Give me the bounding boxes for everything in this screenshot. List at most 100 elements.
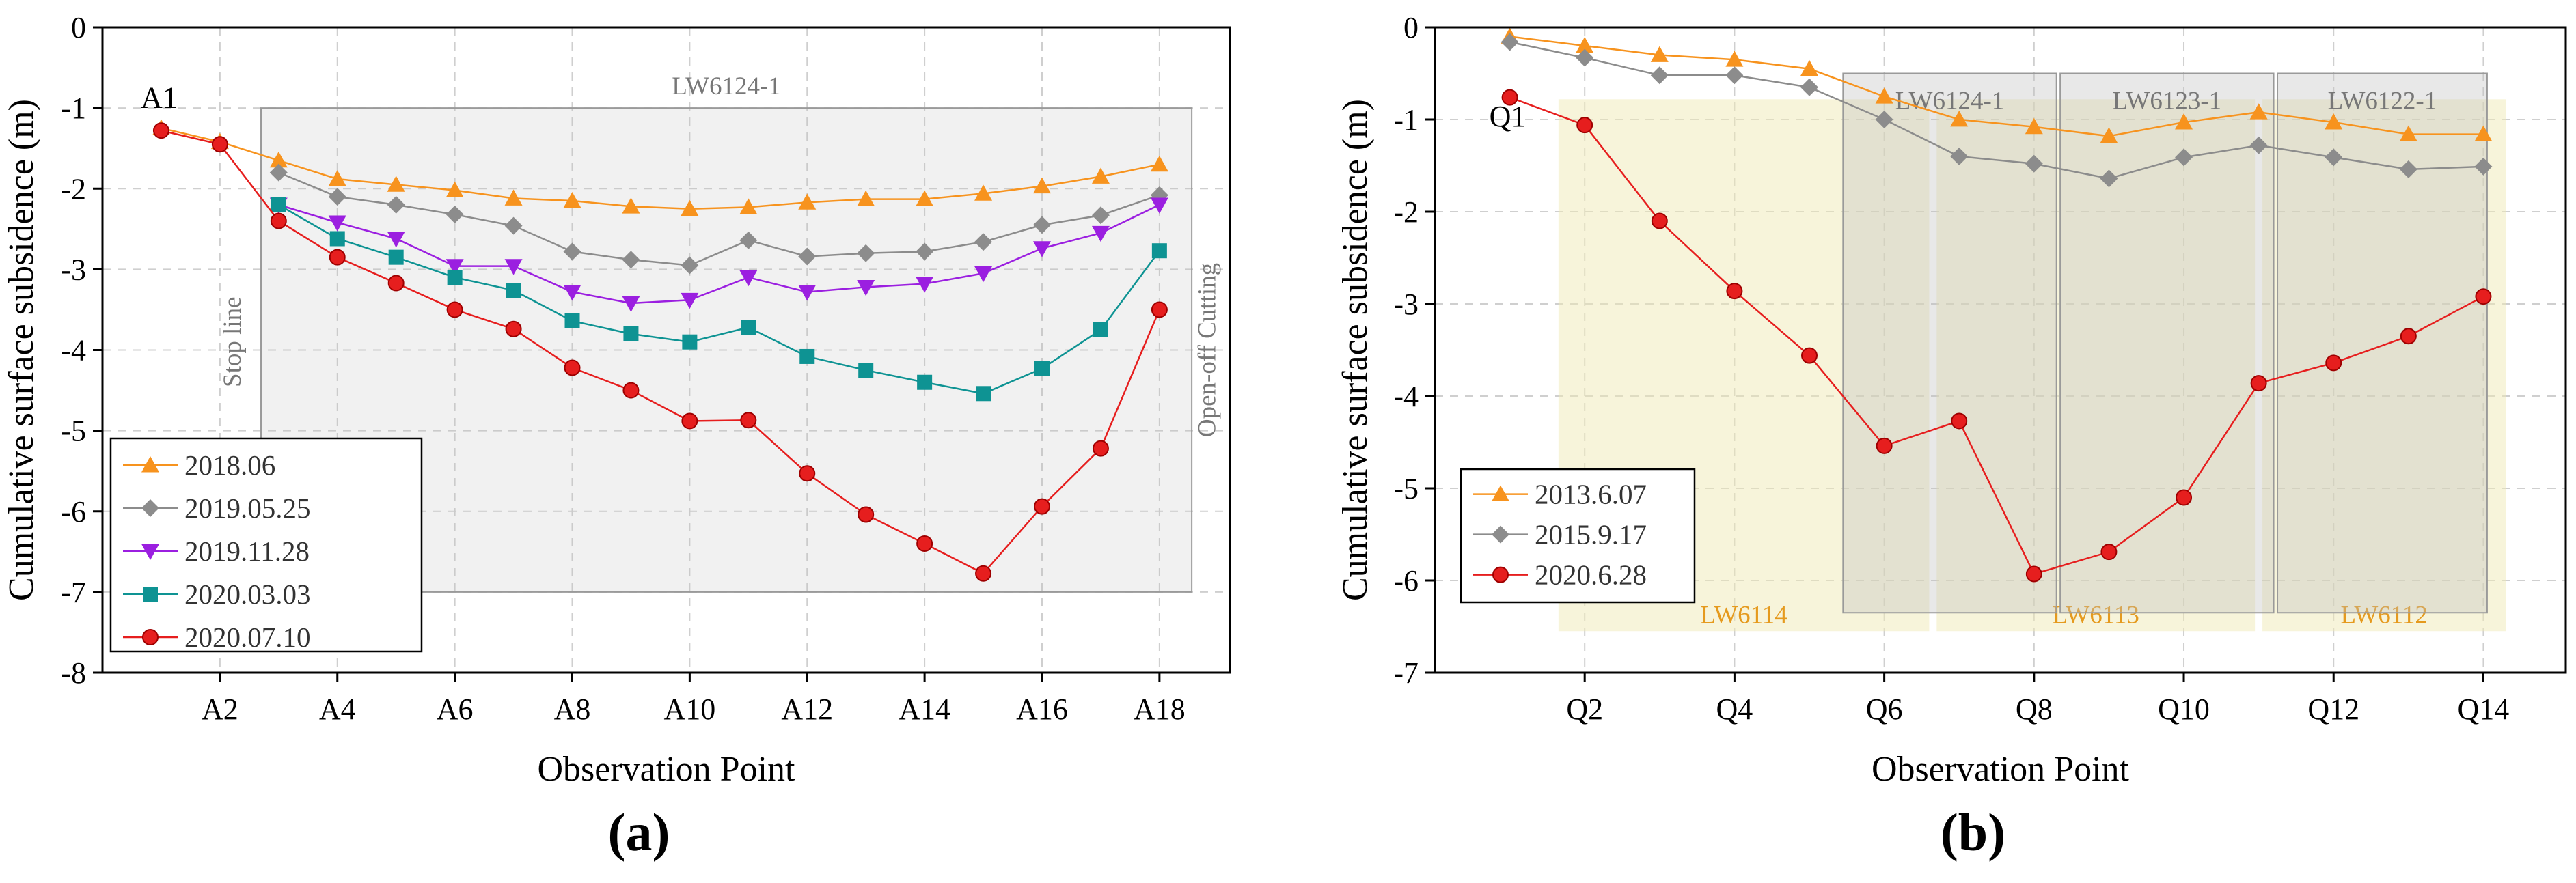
data-point bbox=[1650, 46, 1669, 62]
data-point bbox=[739, 198, 758, 214]
legend-label: 2020.07.10 bbox=[184, 621, 311, 653]
data-point bbox=[1151, 243, 1167, 259]
series-2019.05.25 bbox=[269, 163, 1168, 275]
data-point bbox=[1725, 51, 1744, 67]
panel-label: (b) bbox=[1941, 802, 2005, 862]
legend-label: 2015.9.17 bbox=[1535, 519, 1647, 550]
data-point bbox=[974, 266, 993, 283]
data-point bbox=[504, 216, 523, 235]
x-tick-label: A2 bbox=[202, 692, 238, 726]
data-point bbox=[1501, 33, 1519, 51]
x-tick-label: A14 bbox=[899, 692, 950, 726]
data-point bbox=[329, 231, 345, 247]
y-tick-label: 0 bbox=[1403, 11, 1419, 44]
data-point bbox=[1150, 155, 1168, 172]
series-2018.06 bbox=[152, 119, 1168, 216]
data-point bbox=[1091, 167, 1110, 184]
data-point bbox=[916, 190, 934, 207]
series-line bbox=[1509, 36, 2484, 137]
legend-marker bbox=[141, 544, 159, 561]
data-point bbox=[270, 212, 287, 229]
y-axis-label: Cumulative surface subsidence (m) bbox=[2, 99, 41, 601]
legend-label: 2019.11.28 bbox=[184, 535, 310, 567]
data-point bbox=[2400, 328, 2417, 345]
region-label: LW6114 bbox=[1700, 601, 1787, 629]
data-point bbox=[328, 188, 346, 206]
data-point bbox=[798, 193, 817, 210]
data-point bbox=[388, 249, 404, 265]
legend-marker bbox=[1492, 566, 1509, 583]
y-tick-label: -7 bbox=[1393, 656, 1419, 690]
legend-box bbox=[109, 437, 423, 653]
data-point bbox=[858, 506, 875, 523]
data-point bbox=[1725, 66, 1744, 85]
data-point bbox=[387, 195, 405, 214]
legend-marker bbox=[1492, 485, 1509, 501]
data-point bbox=[2175, 148, 2193, 167]
series-2015.9.17 bbox=[1501, 33, 2493, 188]
data-point bbox=[1800, 78, 1819, 96]
x-tick-label: A16 bbox=[1016, 692, 1068, 726]
data-point bbox=[975, 565, 992, 582]
data-point bbox=[328, 170, 346, 186]
x-tick-label: A10 bbox=[663, 692, 715, 726]
x-axis-label: Observation Point bbox=[538, 750, 796, 789]
region-label: LW6113 bbox=[2053, 601, 2139, 629]
data-point bbox=[2100, 169, 2118, 188]
data-point bbox=[799, 348, 815, 364]
x-tick-label: Q4 bbox=[1716, 692, 1753, 726]
data-point bbox=[2175, 113, 2193, 130]
boundary-annotation: Open-off Cutting bbox=[1194, 263, 1222, 437]
boundary-annotation: Stop line bbox=[219, 296, 247, 387]
data-point bbox=[2474, 157, 2493, 176]
data-point bbox=[741, 320, 756, 335]
data-point bbox=[1950, 111, 1969, 127]
data-point bbox=[563, 242, 581, 261]
legend: 2018.06 2019.05.25 2019.11.28 2020.03.03 202… bbox=[109, 437, 423, 653]
data-point bbox=[504, 189, 523, 206]
x-tick-label: A18 bbox=[1134, 692, 1186, 726]
data-point bbox=[1150, 197, 1168, 214]
y-tick-label: -4 bbox=[61, 334, 86, 367]
data-point bbox=[2176, 489, 2193, 506]
mining-panel-region bbox=[1936, 99, 2256, 632]
legend-label: 2019.05.25 bbox=[184, 492, 311, 524]
series-line bbox=[161, 129, 1161, 575]
plot-frame bbox=[1434, 26, 2567, 674]
data-point bbox=[858, 363, 874, 378]
y-tick-label: -8 bbox=[61, 656, 86, 690]
data-point bbox=[1576, 37, 1594, 53]
data-point bbox=[622, 197, 640, 214]
data-point bbox=[857, 244, 875, 262]
x-tick-label: Q10 bbox=[2158, 692, 2210, 726]
data-point bbox=[857, 190, 875, 207]
data-point bbox=[622, 296, 640, 312]
data-point bbox=[1033, 241, 1051, 257]
series-line bbox=[278, 204, 1160, 395]
mining-panel-region bbox=[2059, 72, 2275, 614]
panel-label: (a) bbox=[608, 802, 670, 862]
data-point bbox=[328, 215, 346, 232]
legend-marker bbox=[142, 629, 159, 646]
legend-marker bbox=[141, 456, 159, 473]
data-point bbox=[1801, 347, 1818, 364]
data-point bbox=[798, 285, 817, 301]
mining-panel-region bbox=[2262, 99, 2506, 632]
series-2020.6.28 bbox=[1501, 89, 2492, 583]
data-point bbox=[916, 242, 934, 261]
data-point bbox=[1650, 66, 1669, 85]
data-point bbox=[2325, 113, 2343, 130]
data-point bbox=[1576, 117, 1593, 134]
x-tick-label: Q14 bbox=[2458, 692, 2510, 726]
data-point bbox=[1091, 225, 1110, 242]
series-line bbox=[1509, 96, 2484, 576]
x-tick-label: Q2 bbox=[1566, 692, 1603, 726]
y-tick-label: -2 bbox=[61, 172, 86, 206]
data-point bbox=[1950, 148, 1969, 165]
data-point bbox=[271, 197, 286, 212]
data-point bbox=[1501, 89, 1518, 106]
start-point-label: Q1 bbox=[1490, 100, 1526, 133]
legend-marker bbox=[141, 499, 159, 518]
data-point bbox=[974, 184, 993, 201]
data-point bbox=[2399, 125, 2417, 141]
